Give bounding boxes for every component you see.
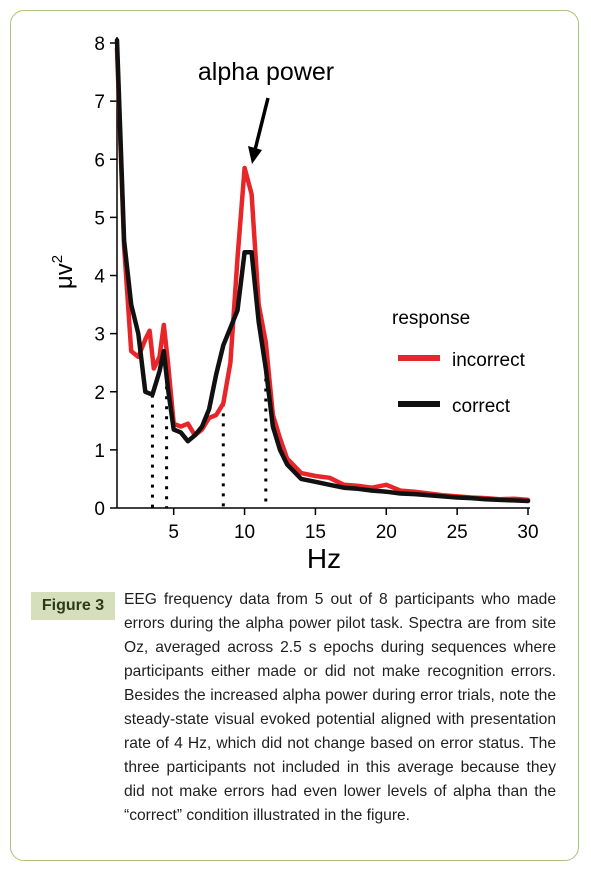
y-axis-label-main: μv (51, 263, 78, 289)
reference-lines (150, 368, 268, 508)
y-tick-label: 0 (94, 499, 105, 520)
figure-caption: EEG frequency data from 5 out of 8 parti… (124, 591, 556, 824)
series-line-correct (114, 37, 531, 504)
legend-label-correct: correct (452, 396, 511, 417)
annotation-arrow-shaft (253, 97, 270, 151)
y-axis-label: μv2 (49, 255, 78, 289)
figure-label: Figure 3 (31, 592, 115, 620)
y-tick-label: 1 (94, 441, 105, 462)
y-tick-label: 3 (94, 325, 105, 346)
y-tick-label: 6 (94, 150, 105, 171)
legend: response incorrect correct (392, 308, 526, 417)
chart-axes: 0 1 2 3 4 5 6 7 8 5 10 15 20 25 30 (94, 34, 538, 543)
series-group (114, 37, 531, 504)
y-tick-label: 4 (94, 267, 105, 288)
alpha-power-annotation: alpha power (198, 58, 334, 164)
x-tick-label: 10 (234, 522, 255, 543)
x-tick-label: 5 (168, 522, 179, 543)
y-tick-label: 5 (94, 208, 105, 229)
x-tick-label: 20 (376, 522, 397, 543)
y-tick-label: 7 (94, 92, 105, 113)
y-tick-label: 8 (94, 34, 105, 55)
figure-frame (10, 10, 579, 861)
x-tick-label: 15 (305, 522, 326, 543)
y-tick-label: 2 (94, 383, 105, 404)
x-axis-label: Hz (307, 543, 341, 574)
legend-label-incorrect: incorrect (452, 350, 526, 371)
x-tick-label: 30 (517, 522, 538, 543)
y-axis-label-superscript: 2 (49, 255, 66, 263)
legend-title: response (392, 308, 470, 329)
annotation-text: alpha power (198, 58, 334, 86)
annotation-arrow-head (248, 146, 262, 164)
x-tick-label: 25 (447, 522, 468, 543)
axis-labels: μv2 Hz (49, 255, 341, 574)
